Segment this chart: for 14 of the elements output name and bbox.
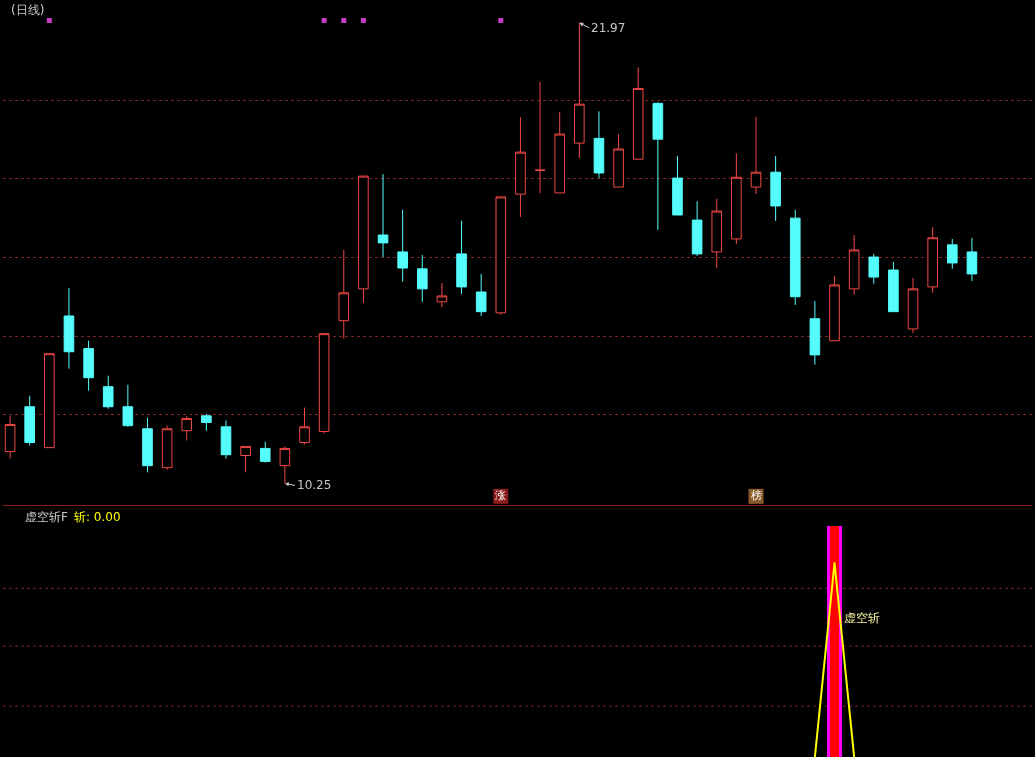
chart-title: 虚空斩F: [25, 510, 68, 524]
series-label: 虚空斩: [844, 611, 880, 625]
candlestick: [907, 277, 919, 334]
candlestick: [770, 155, 781, 222]
candlestick: [829, 275, 840, 342]
candlestick: [848, 234, 860, 296]
candlestick: [868, 253, 880, 285]
candlestick: [927, 226, 938, 294]
chart-subtitle: 斩: 0.00: [74, 510, 121, 524]
candlestick: [946, 238, 958, 270]
candlestick: [966, 237, 978, 282]
candlestick: [789, 209, 801, 306]
candlestick: [809, 300, 821, 366]
candlestick: [888, 261, 899, 313]
